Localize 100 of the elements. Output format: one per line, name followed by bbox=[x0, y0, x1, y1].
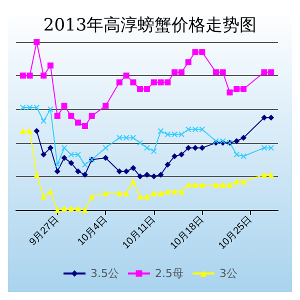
point bbox=[178, 131, 184, 138]
point bbox=[240, 178, 247, 184]
point bbox=[137, 140, 144, 146]
point bbox=[268, 144, 274, 151]
point bbox=[47, 144, 54, 151]
point bbox=[88, 112, 95, 119]
point bbox=[61, 205, 68, 212]
point bbox=[61, 154, 68, 161]
point bbox=[20, 128, 26, 134]
point bbox=[172, 69, 178, 76]
point bbox=[61, 102, 68, 109]
legend-label: 3.5公 bbox=[90, 267, 120, 280]
point bbox=[102, 102, 109, 109]
point bbox=[144, 144, 150, 151]
point bbox=[185, 59, 192, 66]
point bbox=[34, 172, 40, 178]
point bbox=[172, 188, 178, 195]
x-tick-label: 9月27日 bbox=[28, 214, 62, 248]
point bbox=[192, 182, 198, 188]
point bbox=[185, 126, 192, 132]
point bbox=[212, 69, 219, 76]
x-tick-label: 10月25日 bbox=[216, 214, 254, 252]
point bbox=[130, 134, 136, 141]
point bbox=[220, 182, 226, 188]
point bbox=[158, 128, 164, 134]
point bbox=[240, 153, 247, 160]
point bbox=[40, 152, 47, 158]
point bbox=[144, 194, 150, 200]
point bbox=[26, 104, 33, 111]
point bbox=[137, 86, 144, 92]
point bbox=[240, 86, 247, 92]
point bbox=[144, 86, 150, 92]
point bbox=[261, 172, 268, 178]
point bbox=[34, 104, 40, 111]
point bbox=[164, 162, 171, 168]
point bbox=[68, 152, 74, 158]
point bbox=[192, 126, 198, 132]
point bbox=[68, 205, 74, 212]
point bbox=[82, 123, 88, 129]
point bbox=[158, 172, 164, 178]
point bbox=[47, 106, 54, 112]
point bbox=[68, 160, 74, 166]
point bbox=[75, 152, 82, 158]
point bbox=[158, 190, 164, 196]
point bbox=[199, 182, 206, 188]
point bbox=[234, 152, 240, 158]
point bbox=[40, 118, 47, 124]
chart-title: 2013年高淳螃蟹价格走势图 bbox=[43, 16, 257, 36]
point bbox=[150, 148, 157, 154]
point bbox=[47, 188, 54, 195]
point bbox=[178, 152, 184, 158]
legend-label: 3公 bbox=[219, 267, 238, 280]
point bbox=[61, 144, 68, 151]
point bbox=[164, 131, 171, 138]
point bbox=[185, 182, 192, 188]
point bbox=[116, 190, 122, 196]
point bbox=[82, 207, 88, 213]
point bbox=[268, 172, 274, 178]
point bbox=[199, 49, 206, 56]
point bbox=[102, 144, 109, 151]
point bbox=[34, 128, 40, 134]
point bbox=[199, 144, 206, 151]
point bbox=[220, 69, 226, 76]
point bbox=[123, 190, 130, 196]
point bbox=[26, 128, 33, 134]
point bbox=[54, 162, 60, 168]
point bbox=[261, 69, 268, 76]
point bbox=[54, 207, 60, 213]
point bbox=[20, 104, 26, 111]
point bbox=[54, 112, 60, 119]
point bbox=[40, 72, 47, 79]
point bbox=[158, 79, 164, 86]
point bbox=[178, 188, 184, 195]
point bbox=[102, 154, 109, 161]
point bbox=[26, 72, 33, 79]
point bbox=[116, 134, 122, 141]
point bbox=[261, 114, 268, 121]
point bbox=[178, 69, 184, 76]
point bbox=[130, 79, 136, 86]
point bbox=[137, 173, 144, 180]
point bbox=[212, 182, 219, 188]
x-tick-label: 10月11日 bbox=[120, 214, 158, 252]
point bbox=[54, 168, 60, 174]
point bbox=[88, 194, 95, 200]
point bbox=[144, 172, 150, 178]
point bbox=[226, 182, 233, 188]
point bbox=[82, 172, 88, 178]
point bbox=[137, 194, 144, 200]
point bbox=[116, 168, 122, 174]
point bbox=[150, 173, 157, 180]
point bbox=[150, 79, 157, 86]
point bbox=[40, 194, 47, 200]
point bbox=[268, 69, 274, 76]
point bbox=[234, 138, 240, 144]
point bbox=[192, 49, 198, 56]
point bbox=[234, 178, 240, 184]
point bbox=[192, 144, 198, 151]
point bbox=[164, 79, 171, 86]
point bbox=[75, 168, 82, 174]
point bbox=[123, 134, 130, 141]
